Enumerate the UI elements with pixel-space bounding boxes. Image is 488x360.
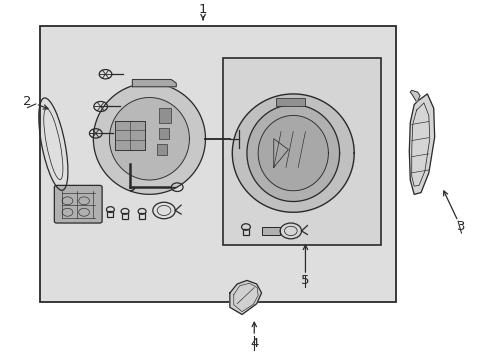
Text: 4: 4 [249, 337, 258, 350]
Polygon shape [229, 280, 261, 315]
Text: 5: 5 [301, 274, 309, 287]
Polygon shape [246, 105, 339, 202]
Bar [157, 144, 167, 154]
Bar [159, 128, 168, 139]
Polygon shape [408, 94, 434, 194]
Bar [159, 108, 171, 123]
Text: 1: 1 [199, 3, 207, 16]
Polygon shape [109, 98, 189, 180]
Bar [107, 211, 113, 217]
Bar [122, 213, 128, 219]
Bar [40, 26, 395, 302]
Polygon shape [132, 80, 176, 87]
Bar [115, 121, 144, 149]
Polygon shape [258, 116, 328, 191]
Text: 3: 3 [456, 220, 465, 233]
Bar [139, 213, 145, 219]
Bar [222, 58, 380, 244]
Polygon shape [409, 90, 419, 101]
Bar [276, 98, 305, 107]
Bar [261, 226, 280, 234]
Polygon shape [93, 83, 205, 194]
FancyBboxPatch shape [54, 185, 102, 223]
Bar [242, 229, 249, 235]
Text: 2: 2 [23, 95, 32, 108]
Polygon shape [232, 94, 353, 212]
